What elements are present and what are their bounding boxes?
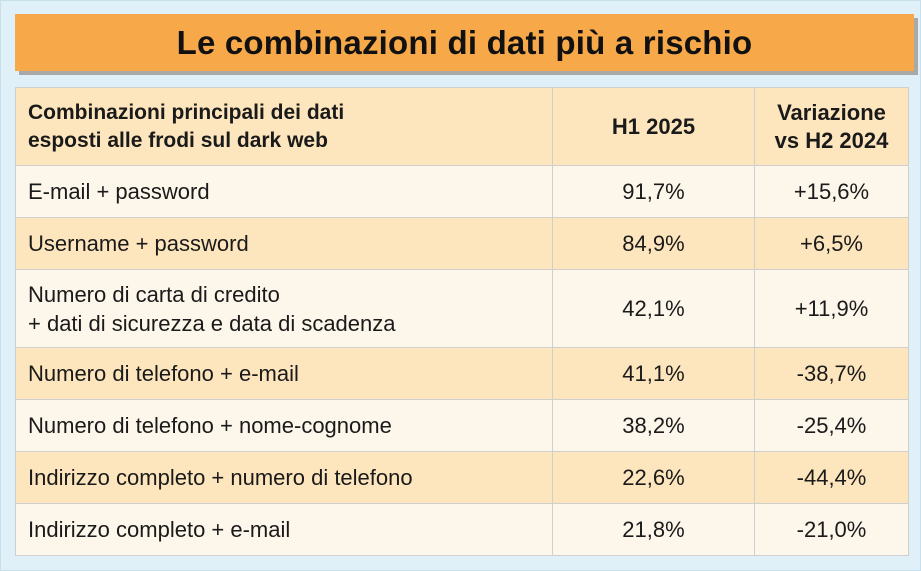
data-table: Combinazioni principali dei dati esposti… [15, 87, 909, 556]
cell-variation-value: -21,0% [754, 503, 909, 556]
cell-variation-value: +15,6% [754, 165, 909, 218]
table-body: E-mail + password 91,7% +15,6% Username + p… [15, 165, 909, 556]
combination-label-line2: + dati di sicurezza e data di scadenza [28, 310, 396, 336]
header-variation-line1: Variazione [777, 99, 886, 125]
cell-variation-value: +6,5% [754, 217, 909, 270]
cell-combination: Indirizzo completo + numero di telefono [15, 451, 553, 504]
header-h1-2025: H1 2025 [552, 87, 755, 166]
table-row: Numero di telefono + nome-cognome 38,2% -2… [15, 399, 909, 452]
cell-combination: Username + password [15, 217, 553, 270]
table-row: Indirizzo completo + numero di telefono 2… [15, 451, 909, 504]
table-header-row: Combinazioni principali dei dati esposti… [15, 87, 909, 166]
combination-label: Numero di carta di credito [28, 281, 280, 307]
combination-label: Numero di telefono + nome-cognome [28, 413, 392, 438]
cell-h1-2025-value: 42,1% [552, 269, 755, 348]
table-row: Username + password 84,9% +6,5% [15, 217, 909, 270]
cell-combination: Numero di carta di credito + dati di sicu… [15, 269, 553, 348]
header-combinations-line2: esposti alle frodi sul dark web [28, 128, 328, 152]
title-banner: Le combinazioni di dati più a rischio [15, 14, 914, 71]
table-row: Indirizzo completo + e-mail 21,8% -21,0% [15, 503, 909, 556]
combination-label: Username + password [28, 231, 249, 256]
header-combinations-line1: Combinazioni principali dei dati [28, 100, 345, 124]
combination-label: Indirizzo completo + numero di telefono [28, 465, 413, 490]
cell-variation-value: -38,7% [754, 347, 909, 400]
cell-combination: E-mail + password [15, 165, 553, 218]
cell-h1-2025-value: 41,1% [552, 347, 755, 400]
cell-h1-2025-value: 84,9% [552, 217, 755, 270]
cell-combination: Numero di telefono + e-mail [15, 347, 553, 400]
cell-h1-2025-value: 21,8% [552, 503, 755, 556]
combination-label: E-mail + password [28, 179, 210, 204]
cell-variation-value: -25,4% [754, 399, 909, 452]
cell-combination: Numero di telefono + nome-cognome [15, 399, 553, 452]
cell-h1-2025-value: 38,2% [552, 399, 755, 452]
cell-variation-value: +11,9% [754, 269, 909, 348]
header-variation-line2: vs H2 2024 [774, 127, 889, 153]
cell-variation-value: -44,4% [754, 451, 909, 504]
table-row: E-mail + password 91,7% +15,6% [15, 165, 909, 218]
cell-h1-2025-value: 22,6% [552, 451, 755, 504]
table-row: Numero di carta di credito + dati di sicu… [15, 269, 909, 348]
header-combinations: Combinazioni principali dei dati esposti… [15, 87, 553, 166]
cell-combination: Indirizzo completo + e-mail [15, 503, 553, 556]
cell-h1-2025-value: 91,7% [552, 165, 755, 218]
combination-label: Indirizzo completo + e-mail [28, 517, 291, 542]
page-title: Le combinazioni di dati più a rischio [176, 23, 753, 61]
table-row: Numero di telefono + e-mail 41,1% -38,7% [15, 347, 909, 400]
combination-label: Numero di telefono + e-mail [28, 361, 299, 386]
header-variation: Variazione vs H2 2024 [754, 87, 909, 166]
